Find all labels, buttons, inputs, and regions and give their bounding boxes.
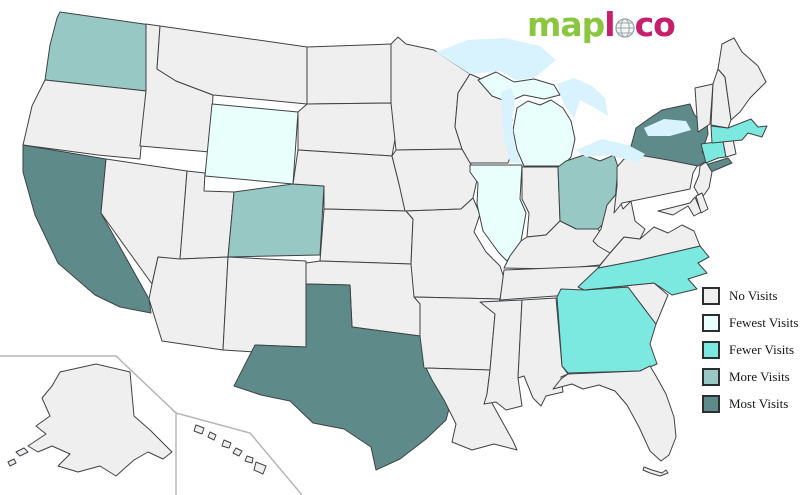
state-nd	[306, 43, 392, 105]
state-nj	[693, 161, 713, 200]
great-lakes	[436, 38, 691, 164]
state-co	[227, 183, 325, 258]
state-fl	[552, 365, 677, 477]
legend-label-no: No Visits	[729, 288, 778, 303]
state-md	[657, 196, 702, 217]
state-wy	[204, 103, 299, 185]
hawaii-inset-border	[175, 412, 303, 495]
legend-swatch-no	[702, 287, 720, 305]
state-me	[717, 37, 767, 121]
state-vt	[694, 83, 714, 133]
state-hi	[193, 424, 267, 475]
legend-label-most: Most Visits	[729, 396, 789, 411]
legend-item-most: Most Visits	[702, 395, 798, 413]
lake-ontario-icon	[644, 119, 691, 136]
legend-item-fewest: Fewest Visits	[702, 314, 798, 332]
lake-huron-icon	[557, 78, 608, 118]
state-sd	[297, 102, 398, 157]
logo-text-map: map	[527, 5, 605, 44]
legend-item-more: More Visits	[702, 368, 798, 386]
globe-icon	[614, 11, 636, 44]
state-ks	[319, 208, 414, 265]
alaska-inset-border	[0, 355, 177, 495]
state-ky	[503, 220, 613, 270]
state-or	[22, 79, 147, 160]
lake-michigan-icon	[501, 88, 521, 164]
legend-swatch-fewest	[702, 314, 720, 332]
legend-item-no: No Visits	[702, 287, 798, 305]
legend-label-more: More Visits	[729, 369, 790, 384]
state-ak	[7, 363, 173, 477]
legend-label-fewer: Fewer Visits	[729, 342, 795, 357]
inset-borders	[0, 355, 303, 495]
lake-superior-icon	[436, 38, 556, 80]
legend-swatch-fewer	[702, 341, 720, 359]
map-legend: No Visits Fewest Visits Fewer Visits Mor…	[702, 287, 798, 422]
states-layer	[7, 11, 768, 477]
state-tx	[233, 283, 453, 471]
legend-label-fewest: Fewest Visits	[729, 315, 799, 330]
state-wa	[44, 11, 152, 92]
state-ga	[556, 286, 658, 374]
legend-swatch-more	[702, 368, 720, 386]
state-az	[148, 256, 229, 351]
state-ia	[391, 148, 478, 212]
state-il	[469, 164, 527, 262]
lake-erie-icon	[576, 139, 645, 163]
maploco-logo[interactable]: mapl co	[527, 5, 676, 44]
logo-text-l: l	[604, 5, 615, 44]
state-ma	[710, 118, 768, 144]
state-mo	[404, 197, 505, 300]
logo-text-co: co	[634, 5, 676, 44]
legend-item-fewer: Fewer Visits	[702, 341, 798, 359]
state-nm	[222, 256, 307, 353]
legend-swatch-most	[702, 395, 720, 413]
state-ut	[179, 170, 235, 260]
